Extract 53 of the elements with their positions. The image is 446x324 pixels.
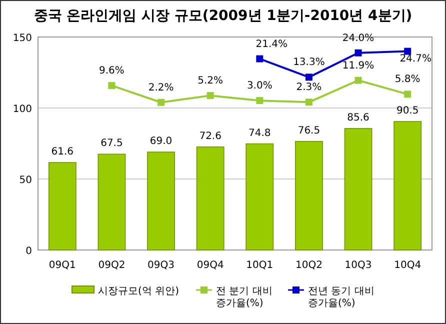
legend-label: 시장규모(억 위안) [98,286,180,297]
bar [295,140,323,250]
bar [48,162,76,250]
data-label: 9.6% [99,66,124,77]
data-label: 74.8 [248,128,271,139]
point [354,49,362,56]
x-tick-label: 10Q3 [344,260,372,271]
point [108,82,116,90]
legend-label: 전 분기 대비 증가율(%) [216,286,272,309]
data-label: 85.6 [347,112,370,124]
point [404,90,412,98]
data-label: 24.7% [400,53,432,64]
data-label: 2.3% [296,82,322,94]
y-tick-label: 150 [12,33,32,44]
data-label: 2.2% [148,82,174,94]
data-label: 21.4% [256,38,288,50]
data-label: 11.9% [342,60,374,72]
point [158,98,165,106]
point [206,92,214,100]
bar [196,146,224,250]
data-label: 13.3% [293,57,325,68]
y-tick-label: 100 [12,104,32,115]
chart-title: 중국 온라인게임 시장 규모(2009년 1분기-2010년 4분기) [34,8,412,24]
data-label: 69.0 [150,136,172,148]
bar [394,121,422,250]
bar [98,154,126,250]
x-tick-label: 10Q2 [295,260,322,271]
x-tick-label: 09Q1 [48,260,76,271]
bar [246,143,274,250]
point [256,97,264,104]
x-tick-label: 09Q4 [196,260,224,271]
data-label: 90.5 [396,105,419,116]
data-label: 24.0% [342,32,374,44]
x-tick-label: 09Q2 [98,260,126,271]
data-label: 5.8% [394,74,420,86]
bar [344,128,372,250]
y-tick-label: 50 [19,175,32,186]
data-label: 61.6 [51,146,74,158]
data-label: 5.2% [198,76,224,87]
data-label: 72.6 [199,130,222,142]
data-label: 3.0% [246,80,272,92]
x-tick-label: 10Q4 [394,260,422,271]
data-label: 76.5 [298,125,320,136]
x-tick-label: 09Q3 [148,260,175,271]
point [354,76,362,84]
point [305,74,312,81]
legend-label: 전년 동기 대비 증가율(%) [308,286,374,309]
point [305,98,312,106]
y-tick-label: 0 [26,246,32,257]
x-tick-label: 10Q1 [246,260,274,271]
bar [147,152,175,250]
data-label: 67.5 [100,138,123,150]
point [256,55,264,62]
